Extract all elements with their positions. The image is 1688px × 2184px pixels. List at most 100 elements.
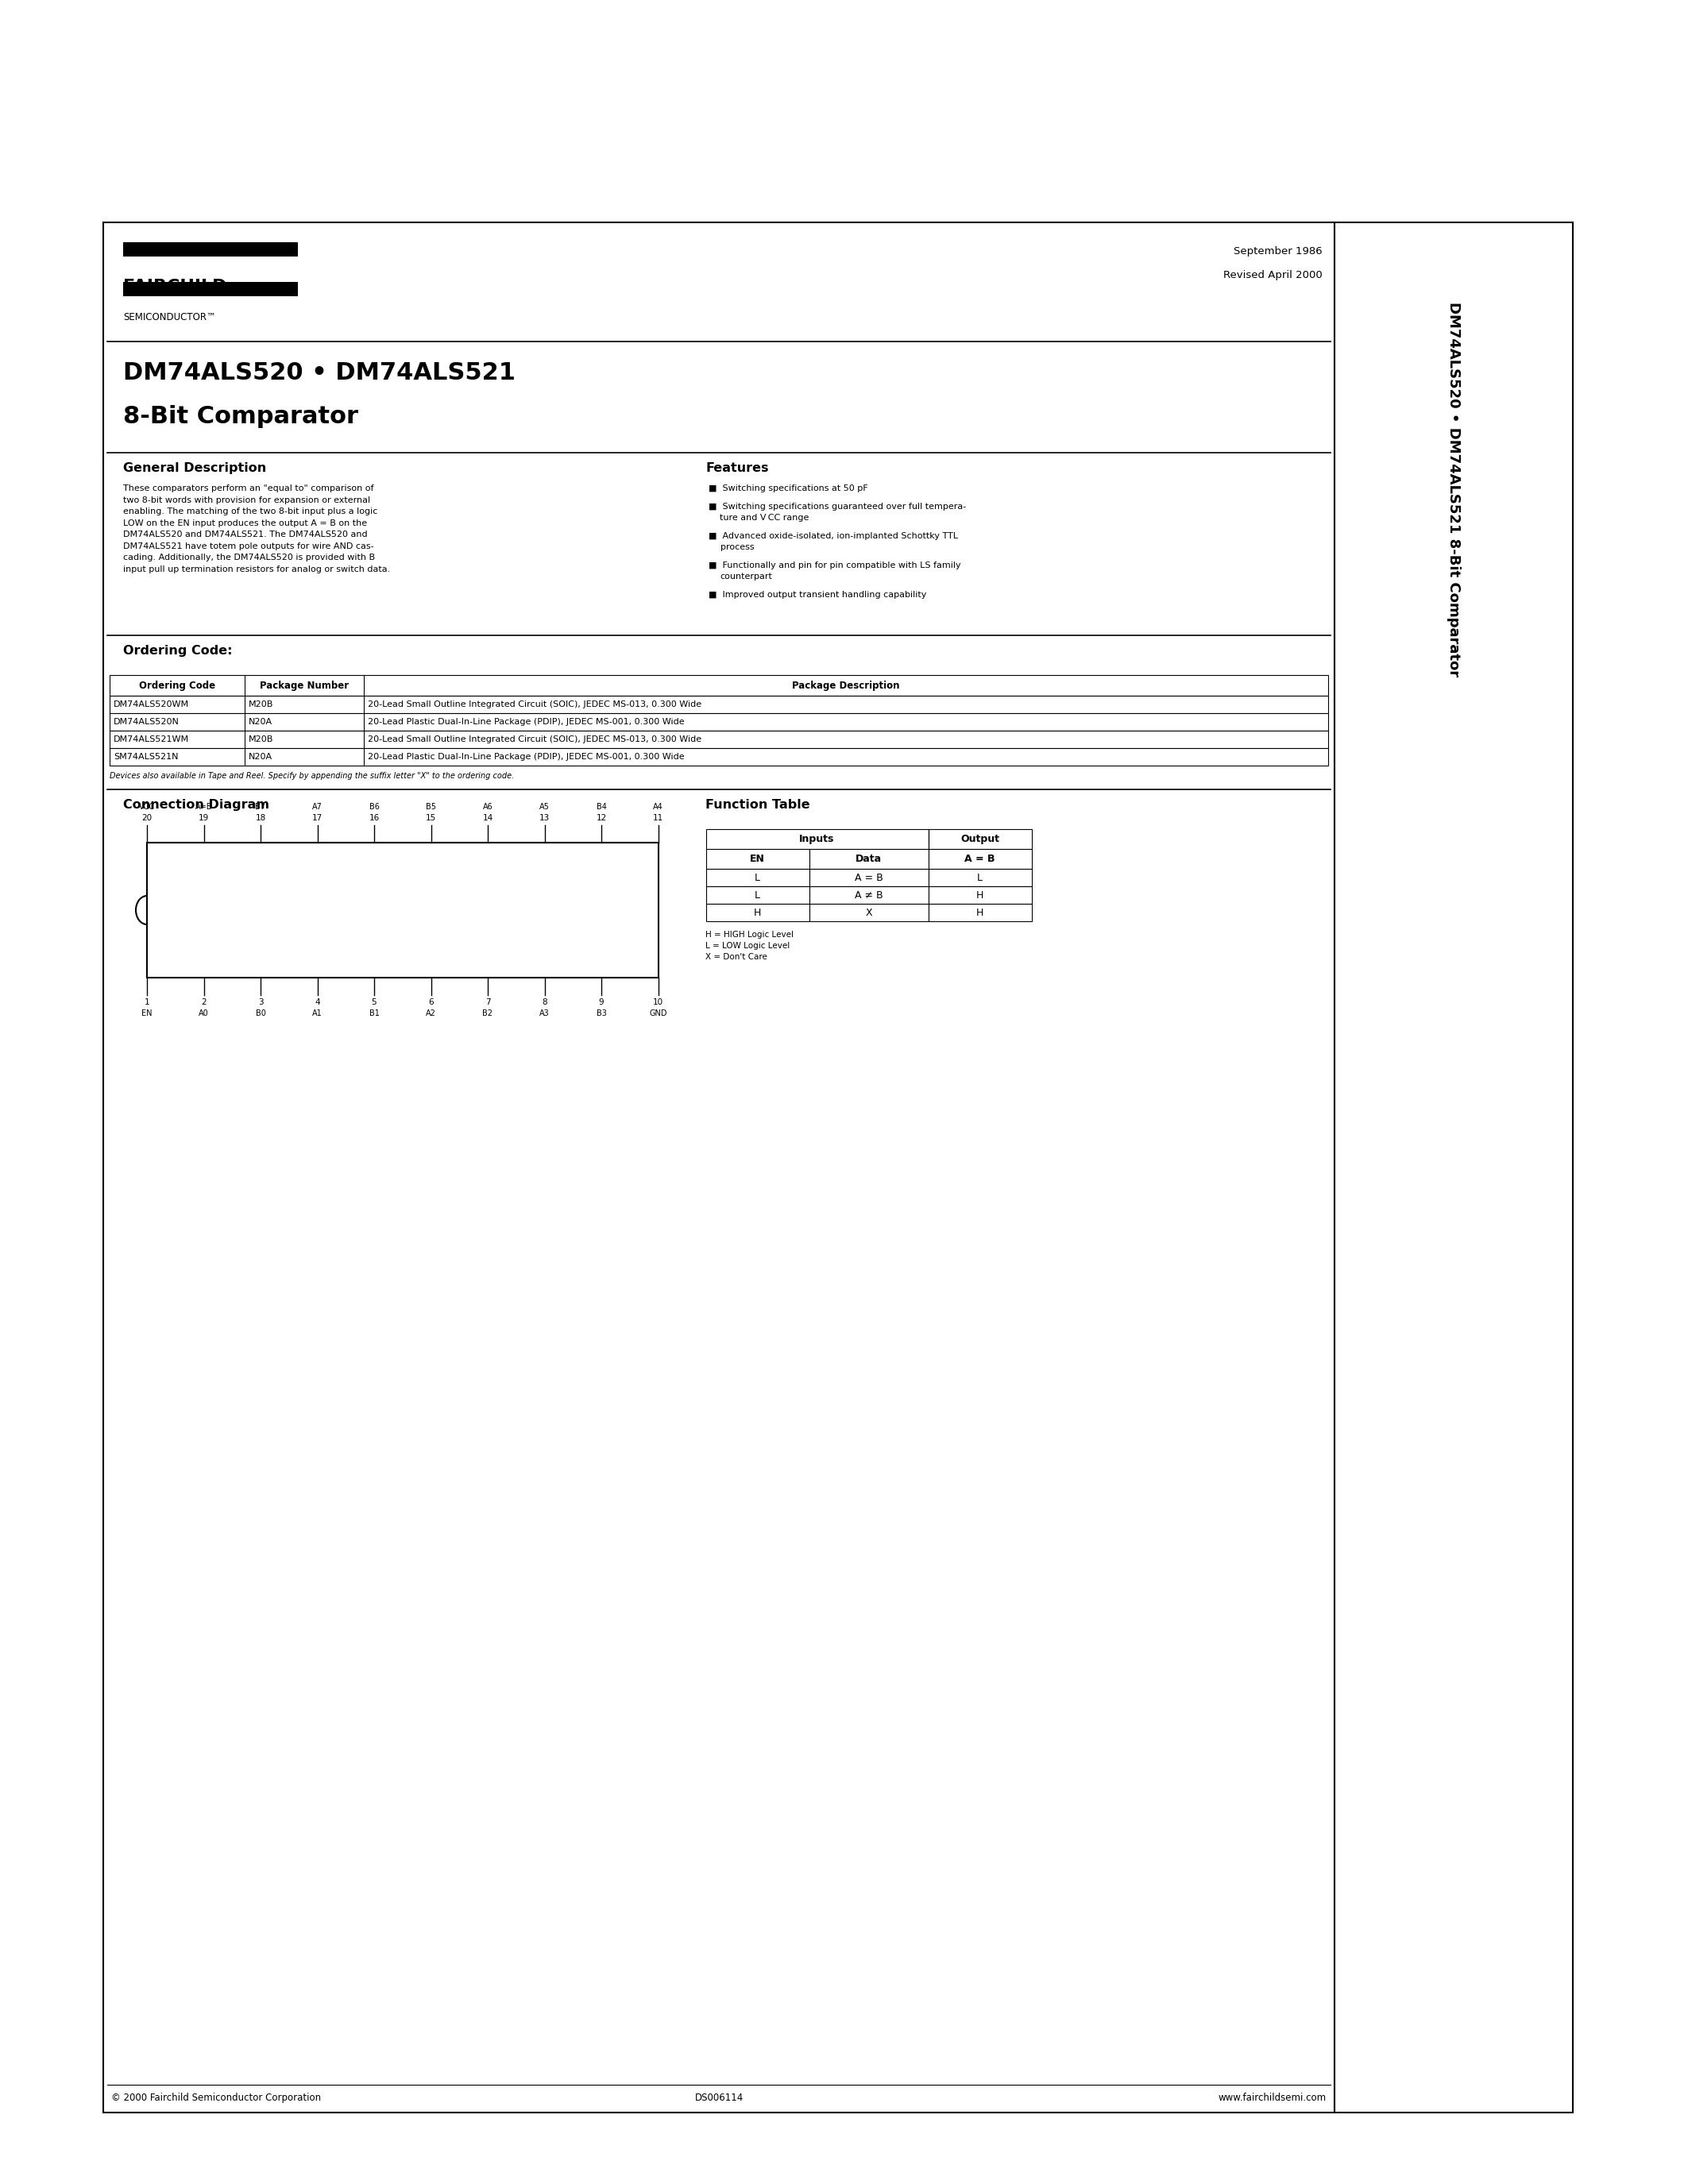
Text: M20B: M20B — [248, 701, 273, 708]
Text: 17: 17 — [312, 815, 322, 821]
Text: Package Description: Package Description — [792, 679, 900, 690]
Text: B6: B6 — [370, 804, 380, 810]
Text: B2: B2 — [483, 1009, 493, 1018]
Text: Inputs: Inputs — [800, 834, 834, 845]
Text: SEMICONDUCTOR™: SEMICONDUCTOR™ — [123, 312, 216, 323]
Text: 1: 1 — [145, 998, 150, 1007]
Text: A0: A0 — [199, 1009, 209, 1018]
Text: Package Number: Package Number — [260, 679, 349, 690]
Text: 18: 18 — [255, 815, 265, 821]
Text: B1: B1 — [370, 1009, 380, 1018]
Text: EN: EN — [749, 854, 765, 865]
Text: X: X — [866, 906, 873, 917]
Text: DM74ALS520 • DM74ALS521: DM74ALS520 • DM74ALS521 — [123, 360, 515, 384]
Bar — [706, 887, 809, 904]
Text: H: H — [753, 906, 761, 917]
Text: FAIRCHILD: FAIRCHILD — [123, 280, 226, 295]
Text: DM74ALS520 • DM74ALS521 8-Bit Comparator: DM74ALS520 • DM74ALS521 8-Bit Comparator — [1447, 301, 1460, 677]
Text: General Description: General Description — [123, 463, 267, 474]
Bar — [809, 904, 928, 922]
Text: 8-Bit Comparator: 8-Bit Comparator — [123, 404, 358, 428]
Text: A7: A7 — [312, 804, 322, 810]
Text: 6: 6 — [429, 998, 434, 1007]
Text: A2: A2 — [425, 1009, 436, 1018]
Text: 5: 5 — [371, 998, 376, 1007]
Bar — [110, 697, 1328, 714]
Text: Ordering Code:: Ordering Code: — [123, 644, 233, 657]
Text: L: L — [977, 871, 982, 882]
Text: B4: B4 — [596, 804, 606, 810]
Text: B7: B7 — [255, 804, 265, 810]
Text: input pull up termination resistors for analog or switch data.: input pull up termination resistors for … — [123, 566, 390, 572]
Text: DM74ALS521 have totem pole outputs for wire AND cas-: DM74ALS521 have totem pole outputs for w… — [123, 542, 373, 550]
Bar — [928, 830, 1031, 850]
Text: GND: GND — [650, 1009, 667, 1018]
Text: B0: B0 — [255, 1009, 265, 1018]
Text: September 1986: September 1986 — [1234, 247, 1323, 256]
Bar — [706, 869, 809, 887]
Text: DM74ALS520N: DM74ALS520N — [113, 719, 179, 725]
Text: A6: A6 — [483, 804, 493, 810]
Text: A5: A5 — [540, 804, 550, 810]
Text: Data: Data — [856, 854, 881, 865]
Text: Connection Diagram: Connection Diagram — [123, 799, 270, 810]
Text: ■  Advanced oxide-isolated, ion-implanted Schottky TTL: ■ Advanced oxide-isolated, ion-implanted… — [709, 531, 957, 539]
Text: 20-Lead Small Outline Integrated Circuit (SOIC), JEDEC MS-013, 0.300 Wide: 20-Lead Small Outline Integrated Circuit… — [368, 701, 702, 708]
Text: N20A: N20A — [248, 719, 272, 725]
Bar — [110, 732, 1328, 749]
Text: H = HIGH Logic Level: H = HIGH Logic Level — [706, 930, 793, 939]
Text: L = LOW Logic Level: L = LOW Logic Level — [706, 941, 790, 950]
Text: B3: B3 — [596, 1009, 606, 1018]
Text: 20: 20 — [142, 815, 152, 821]
Text: ture and V CC range: ture and V CC range — [721, 513, 809, 522]
Text: 20-Lead Small Outline Integrated Circuit (SOIC), JEDEC MS-013, 0.300 Wide: 20-Lead Small Outline Integrated Circuit… — [368, 736, 702, 743]
Bar — [110, 749, 1328, 767]
Text: two 8-bit words with provision for expansion or external: two 8-bit words with provision for expan… — [123, 496, 370, 505]
Text: cading. Additionally, the DM74ALS520 is provided with B: cading. Additionally, the DM74ALS520 is … — [123, 553, 375, 561]
Text: © 2000 Fairchild Semiconductor Corporation: © 2000 Fairchild Semiconductor Corporati… — [111, 2092, 321, 2103]
Text: 11: 11 — [653, 815, 663, 821]
Text: N20A: N20A — [248, 753, 272, 760]
Text: Function Table: Function Table — [706, 799, 810, 810]
Text: ■  Switching specifications at 50 pF: ■ Switching specifications at 50 pF — [709, 485, 868, 491]
Text: Features: Features — [706, 463, 770, 474]
Bar — [706, 850, 809, 869]
Text: 2: 2 — [201, 998, 206, 1007]
Text: 16: 16 — [370, 815, 380, 821]
Text: 9: 9 — [599, 998, 604, 1007]
Text: 14: 14 — [483, 815, 493, 821]
Text: DM74ALS521WM: DM74ALS521WM — [113, 736, 189, 743]
Text: 8: 8 — [542, 998, 547, 1007]
Text: SM74ALS521N: SM74ALS521N — [113, 753, 179, 760]
Text: enabling. The matching of the two 8-bit input plus a logic: enabling. The matching of the two 8-bit … — [123, 507, 378, 515]
Bar — [706, 904, 809, 922]
Text: A1: A1 — [312, 1009, 322, 1018]
Text: X = Don't Care: X = Don't Care — [706, 952, 768, 961]
Text: L: L — [755, 889, 760, 900]
Text: EN: EN — [142, 1009, 152, 1018]
Text: 20-Lead Plastic Dual-In-Line Package (PDIP), JEDEC MS-001, 0.300 Wide: 20-Lead Plastic Dual-In-Line Package (PD… — [368, 753, 684, 760]
Text: Devices also available in Tape and Reel. Specify by appending the suffix letter : Devices also available in Tape and Reel.… — [110, 771, 515, 780]
Text: 3: 3 — [258, 998, 263, 1007]
Text: DM74ALS520WM: DM74ALS520WM — [113, 701, 189, 708]
Text: 13: 13 — [538, 815, 550, 821]
Text: www.fairchildsemi.com: www.fairchildsemi.com — [1219, 2092, 1327, 2103]
Bar — [123, 242, 297, 256]
Bar — [147, 843, 658, 978]
Bar — [928, 850, 1031, 869]
Bar — [706, 830, 928, 850]
Text: process: process — [721, 544, 755, 550]
Bar — [809, 869, 928, 887]
Text: counterpart: counterpart — [721, 572, 773, 581]
Bar — [110, 714, 1328, 732]
Text: L: L — [755, 871, 760, 882]
Text: A = B: A = B — [964, 854, 996, 865]
Bar — [809, 850, 928, 869]
Text: B5: B5 — [425, 804, 436, 810]
Bar — [928, 869, 1031, 887]
Text: 15: 15 — [425, 815, 436, 821]
Text: DM74ALS520 and DM74ALS521. The DM74ALS520 and: DM74ALS520 and DM74ALS521. The DM74ALS52… — [123, 531, 368, 539]
Bar — [928, 887, 1031, 904]
Text: ■  Improved output transient handling capability: ■ Improved output transient handling cap… — [709, 590, 927, 598]
Bar — [103, 223, 1335, 2112]
